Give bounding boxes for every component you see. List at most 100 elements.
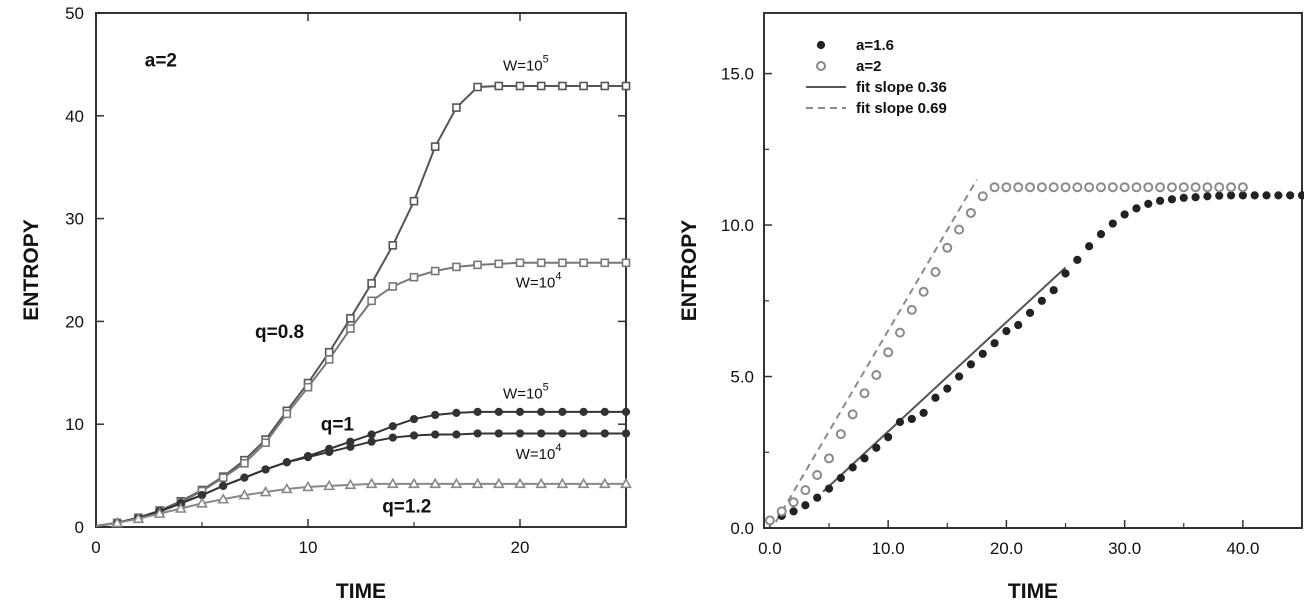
left-series-0-point <box>346 314 355 323</box>
left-series-3-point <box>388 433 397 442</box>
right-series-0-point <box>1014 320 1023 330</box>
right-series-1-point <box>1013 182 1024 193</box>
w-base: W=10 <box>516 446 556 463</box>
left-series-3-point <box>240 473 249 482</box>
left-series-2-point <box>388 422 397 431</box>
left-series-3-point <box>494 429 503 438</box>
left-series-2-point <box>537 407 546 416</box>
legend-label-1: a=2 <box>856 58 881 75</box>
left-series-0-point <box>600 81 610 91</box>
left-x-tick-label: 20 <box>511 538 530 557</box>
left-plot-frame <box>95 12 627 528</box>
right-series-0-point <box>966 360 976 369</box>
right-series-1-point <box>1155 182 1166 193</box>
right-series-0-point <box>836 473 845 483</box>
left-series-1-point <box>282 409 292 419</box>
left-y-axis-title: ENTROPY <box>20 219 43 321</box>
left-series-0-point <box>430 142 440 151</box>
right-series-0-point <box>954 372 964 381</box>
left-series-4-point <box>492 477 505 489</box>
left-series-1-point <box>240 458 249 468</box>
left-y-tick-label: 50 <box>65 4 84 23</box>
left-series-1-point <box>261 438 270 448</box>
right-series-1-point <box>871 370 882 381</box>
left-annotation-w: W=105 <box>503 382 549 403</box>
right-series-0-point <box>1132 204 1141 213</box>
right-x-tick-label: 0.0 <box>758 539 782 558</box>
right-series-1-point <box>776 506 787 517</box>
left-series-3-point <box>325 447 334 457</box>
right-series-0-point <box>1215 191 1224 200</box>
left-series-0-point <box>515 81 525 91</box>
left-series-2-point <box>558 407 567 416</box>
left-series-2-point <box>409 414 419 424</box>
left-series-1-point <box>558 258 567 268</box>
left-series-1-point <box>473 260 482 270</box>
left-series-4-point <box>429 477 442 489</box>
left-series-3-point <box>219 481 228 490</box>
left-series-1-point <box>346 324 355 333</box>
left-series-3-point <box>431 430 440 439</box>
w-base: W=10 <box>503 386 543 403</box>
right-series-1-point <box>1036 182 1047 193</box>
right-series-0-point <box>1203 192 1212 201</box>
left-series-3-point <box>473 429 482 438</box>
right-series-1-point <box>859 388 870 399</box>
left-series-4-point <box>471 477 484 489</box>
right-series-0-point <box>1238 191 1247 200</box>
left-series-4-point <box>302 480 314 492</box>
legend-marker-1 <box>816 61 826 71</box>
left-series-3-point <box>558 429 567 438</box>
right-series-0-point <box>1073 255 1082 264</box>
right-series-0-point <box>1286 191 1295 200</box>
right-series-1-point <box>977 191 988 202</box>
right-series-0-point <box>872 443 881 452</box>
right-series-1-point <box>1143 182 1154 193</box>
right-series-1-point <box>1166 182 1177 193</box>
right-series-0-point <box>1156 196 1165 205</box>
legend-label-0: a=1.6 <box>856 37 894 54</box>
right-series-0-point <box>1002 326 1011 336</box>
left-series-0-point <box>536 81 546 91</box>
right-series-1-point <box>1119 182 1130 193</box>
right-series-1-point <box>1048 182 1059 193</box>
w-exponent: 4 <box>555 442 561 454</box>
right-series-0-point <box>1120 210 1129 219</box>
left-series-4-point <box>132 512 145 524</box>
right-y-tick-label: 5.0 <box>730 368 754 387</box>
right-series-1-point <box>965 207 976 218</box>
right-series-1-point <box>1202 182 1213 193</box>
left-series-1-point <box>303 382 313 392</box>
right-series-0-point <box>1037 296 1046 305</box>
left-y-tick-label: 0 <box>75 518 84 537</box>
right-series-0-point <box>1085 242 1094 251</box>
right-series-1-point <box>1025 182 1036 193</box>
left-series-1-point <box>600 258 610 268</box>
left-series-1-point <box>409 272 419 282</box>
w-base: W=10 <box>516 274 556 291</box>
right-series-0-point <box>1025 308 1035 318</box>
left-x-axis-title: TIME <box>336 580 386 603</box>
right-series-1-point <box>800 485 811 496</box>
left-series-4-point <box>238 489 251 500</box>
left-series-0-point <box>409 196 419 206</box>
legend-label-2: fit slope 0.36 <box>856 79 947 96</box>
left-series-4-point <box>196 497 208 508</box>
left-series-4-point <box>450 477 463 489</box>
left-annotation: a=2 <box>145 50 177 71</box>
right-series-1-point <box>1001 182 1012 193</box>
right-series-0-point <box>990 339 999 348</box>
left-series-1-point <box>324 355 334 364</box>
left-y-tick-label: 20 <box>65 312 84 331</box>
left-series-2-point <box>579 407 588 416</box>
left-series-4-point <box>408 477 420 489</box>
left-x-tick-label: 0 <box>91 538 100 557</box>
left-x-tick-label: 10 <box>299 538 318 557</box>
right-legend: a=1.6 a=2 fit slope 0.36 fit slope 0.69 <box>806 37 947 117</box>
right-chart: 0.0 5.0 10.0 15.0 0.0 10.0 20.0 30.0 40.0 TIME ENT… <box>678 12 1304 603</box>
right-fit-line-3 <box>774 179 978 523</box>
left-series-3-point <box>282 458 291 467</box>
left-series-3-point <box>600 429 609 438</box>
left-series-0-point <box>452 103 461 112</box>
right-fit-line-2 <box>822 266 1067 493</box>
